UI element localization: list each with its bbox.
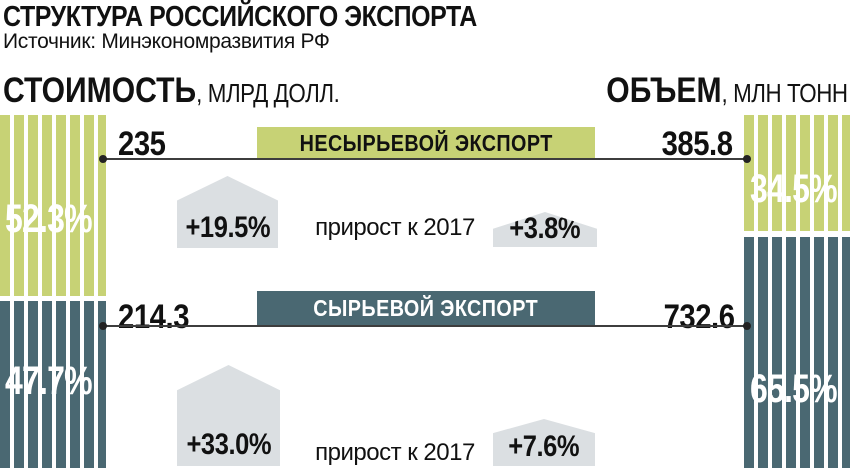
noncommodity-value-growth-arrow-icon: +19.5%	[177, 176, 278, 248]
volume-share-label-commodity: 65.5%	[750, 367, 838, 411]
value-share-label-commodity: 47.7%	[5, 359, 93, 403]
noncommodity-value: 235	[118, 125, 173, 164]
value-share-label-noncommodity: 52.3%	[5, 197, 93, 241]
measure-header-volume-inner: ОБЪЕМ, МЛН ТОНН	[606, 71, 849, 110]
noncommodity-volume: 385.8	[650, 125, 733, 164]
measure-header-value-inner: СТОИМОСТЬ, МЛРД ДОЛЛ.	[3, 71, 340, 110]
measure-header-volume: ОБЪЕМ, МЛН ТОНН	[567, 71, 849, 110]
commodity-volume: 732.6	[652, 298, 735, 337]
page-title: СТРУКТУРА РОССИЙСКОГО ЭКСПОРТА	[3, 3, 554, 32]
volume-share-segment-noncommodity	[744, 115, 850, 231]
value-share-segment-noncommodity	[0, 115, 106, 296]
measure-name-value: СТОИМОСТЬ	[3, 71, 197, 110]
commodity-volume-growth-label: +7.6%	[508, 430, 580, 463]
noncommodity-category-text: НЕСЫРЬЕВОЙ ЭКСПОРТ	[299, 129, 553, 156]
commodity-category-text: СЫРЬЕВОЙ ЭКСПОРТ	[313, 295, 539, 321]
noncommodity-category-label: НЕСЫРЬЕВОЙ ЭКСПОРТ	[257, 127, 595, 159]
value-share-segment-commodity	[0, 301, 106, 468]
noncommodity-volume-growth-label: +3.8%	[509, 212, 581, 245]
commodity-line-dot-right	[743, 322, 751, 330]
volume-share-bar: 34.5% 65.5%	[744, 115, 850, 468]
growth-note-row2: прирост к 2017	[315, 439, 475, 466]
commodity-volume-growth-arrow-icon: +7.6%	[493, 419, 595, 466]
noncommodity-connector-line	[103, 158, 747, 160]
commodity-value-text: 214.3	[118, 298, 190, 336]
volume-share-label-noncommodity: 34.5%	[750, 167, 838, 211]
page-title-text: СТРУКТУРА РОССИЙСКОГО ЭКСПОРТА	[3, 1, 477, 33]
commodity-line-dot-left	[99, 322, 107, 330]
commodity-value: 214.3	[118, 298, 201, 337]
commodity-value-growth-label: +33.0%	[186, 428, 271, 461]
noncommodity-line-dot-left	[99, 155, 107, 163]
volume-share-segment-commodity	[744, 237, 850, 468]
measure-unit-volume: , МЛН ТОНН	[721, 78, 849, 108]
commodity-category-label: СЫРЬЕВОЙ ЭКСПОРТ	[257, 291, 595, 326]
noncommodity-volume-text: 385.8	[661, 125, 733, 163]
commodity-connector-line	[103, 325, 747, 327]
growth-note-row1: прирост к 2017	[315, 214, 475, 241]
commodity-volume-text: 732.6	[663, 298, 735, 336]
measure-name-volume: ОБЪЕМ	[606, 71, 722, 110]
noncommodity-value-text: 235	[118, 125, 166, 163]
value-share-bar: 52.3% 47.7%	[0, 115, 106, 468]
source-note: Источник: Минэкономразвития РФ	[3, 30, 330, 53]
measure-header-value: СТОИМОСТЬ, МЛРД ДОЛЛ.	[3, 73, 394, 108]
commodity-value-growth-arrow-icon: +33.0%	[177, 365, 280, 466]
measure-unit-value: , МЛРД ДОЛЛ.	[196, 78, 340, 108]
noncommodity-value-growth-label: +19.5%	[185, 211, 270, 244]
noncommodity-line-dot-right	[743, 155, 751, 163]
noncommodity-volume-growth-arrow-icon: +3.8%	[493, 212, 597, 247]
